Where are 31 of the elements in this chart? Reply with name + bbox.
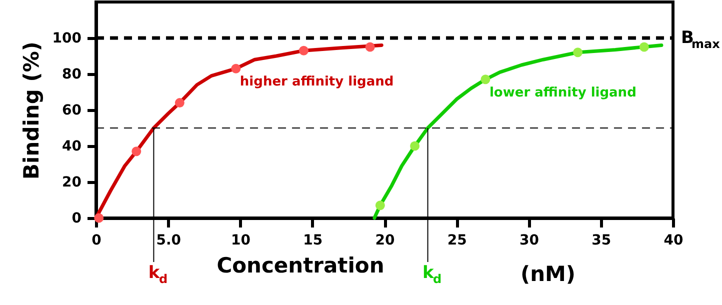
x-tick-label: 25	[447, 232, 467, 248]
x-tick-label: 10	[231, 232, 251, 248]
point	[639, 42, 649, 52]
x-tick-label: 40	[664, 232, 684, 248]
y-tick-label: 80	[62, 66, 82, 82]
point	[375, 200, 385, 210]
x-axis-title: Concentration	[216, 254, 384, 278]
point	[132, 146, 142, 156]
x-tick-label: 0	[92, 232, 102, 248]
point	[365, 42, 375, 52]
y-tick-label: 100	[52, 30, 82, 46]
x-tick-label: 30	[520, 232, 540, 248]
point	[174, 98, 184, 108]
y-axis-title: Binding (%)	[19, 42, 44, 180]
x-tick-label: 35	[592, 232, 612, 248]
point	[94, 213, 104, 223]
point	[410, 141, 420, 151]
y-tick-label: 60	[62, 102, 82, 118]
point	[573, 48, 583, 58]
text: (nM)	[520, 262, 576, 286]
y-tick-label: 20	[62, 174, 82, 190]
y-tick-label: 0	[72, 210, 82, 226]
series-label: higher affinity ligand	[240, 74, 394, 90]
x-tick-label: 5.0	[156, 232, 182, 248]
series-label: lower affinity ligand	[489, 85, 636, 100]
point	[231, 64, 241, 74]
x-tick-label: 20	[375, 232, 395, 248]
point	[298, 46, 308, 56]
x-tick-label: 15	[303, 232, 323, 248]
y-tick-label: 40	[62, 138, 82, 154]
point	[480, 74, 490, 84]
